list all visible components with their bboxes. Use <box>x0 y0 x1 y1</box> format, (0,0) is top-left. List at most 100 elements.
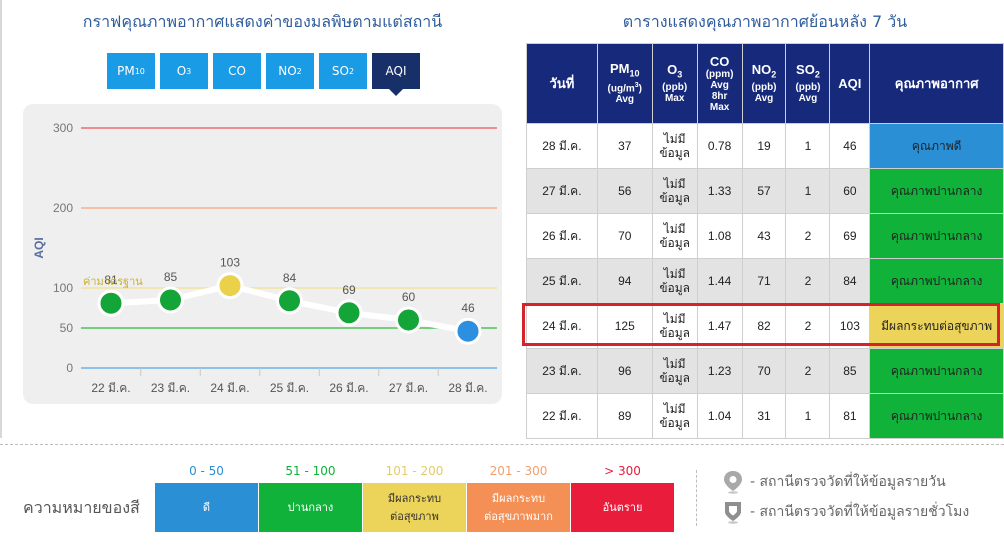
legend-title: ความหมายของสี <box>23 498 140 517</box>
legend-label: มีผลกระทบ <box>387 491 442 505</box>
y-tick-label: 50 <box>60 321 74 335</box>
header-pm10: PM10 (ug/m3) Avg <box>596 43 653 124</box>
cell-co: 1.23 <box>696 348 743 394</box>
cell-o3: ไม่มี ข้อมูล <box>651 123 698 169</box>
cell-co: 1.47 <box>696 303 743 349</box>
data-label: 85 <box>164 270 178 284</box>
cell-o3: ไม่มี ข้อมูล <box>651 348 698 394</box>
cell-co: 0.78 <box>696 123 743 169</box>
cell-so2: 2 <box>785 303 831 349</box>
legend-divider <box>696 470 697 526</box>
no-data-text: ข้อมูล <box>659 236 691 250</box>
station-hourly-label: - สถานีตรวจวัดที่ให้ข้อมูลรายชั่วโมง <box>750 504 970 520</box>
cell-quality: คุณภาพปานกลาง <box>869 168 1004 214</box>
x-tick-label: 25 มี.ค. <box>270 381 309 395</box>
header-co: CO (ppm) Avg 8hr Max <box>696 43 743 124</box>
cell-o3: ไม่มี ข้อมูล <box>651 303 698 349</box>
cell-so2: 1 <box>785 123 831 169</box>
no-data-text: ไม่มี <box>663 357 686 371</box>
cell-no2: 71 <box>741 258 787 304</box>
x-tick-label: 23 มี.ค. <box>151 381 190 395</box>
standard-line-label: ค่ามาตรฐาน <box>83 275 143 288</box>
shield-pin-icon <box>725 502 741 524</box>
cell-so2: 2 <box>785 348 831 394</box>
map-pin-icon <box>724 471 742 494</box>
history-table: วันที่ PM10 (ug/m3) Avg O3 (ppb) Max CO … <box>526 43 1004 439</box>
cell-aqi: 84 <box>829 258 871 304</box>
no-data-text: ไม่มี <box>663 177 686 191</box>
cell-o3: ไม่มี ข้อมูล <box>651 213 698 259</box>
legend-color-box: ดี <box>155 483 258 532</box>
tab-pm10[interactable]: PM 10 <box>107 53 155 89</box>
cell-date: 23 มี.ค. <box>526 348 598 394</box>
station-hourly-legend: - สถานีตรวจวัดที่ให้ข้อมูลรายชั่วโมง <box>722 500 969 524</box>
cell-so2: 1 <box>785 393 831 439</box>
data-point <box>395 306 422 334</box>
legend-range-label: 51 - 100 <box>285 464 336 478</box>
legend-label: ดี <box>202 500 211 514</box>
cell-aqi: 69 <box>829 213 871 259</box>
legend-range-label: 0 - 50 <box>189 464 224 478</box>
legend-color-box: อันตราย <box>571 483 674 532</box>
cell-pm10: 96 <box>596 348 653 394</box>
cell-pm10: 125 <box>596 303 653 349</box>
cell-no2: 57 <box>741 168 787 214</box>
cell-aqi: 85 <box>829 348 871 394</box>
cell-date: 26 มี.ค. <box>526 213 598 259</box>
chart-title: กราฟคุณภาพอากาศแสดงค่าของมลพิษตามแต่สถาน… <box>82 12 443 31</box>
data-label: 46 <box>461 301 475 315</box>
no-data-text: ไม่มี <box>663 267 686 281</box>
x-tick-label: 26 มี.ค. <box>329 381 368 395</box>
cell-date: 28 มี.ค. <box>526 123 598 169</box>
no-data-text: ไม่มี <box>663 402 686 416</box>
y-axis-label: AQI <box>32 237 46 258</box>
legend-range-label: > 300 <box>604 464 641 478</box>
legend-label: อันตราย <box>602 500 643 514</box>
tab-no2[interactable]: NO 2 <box>266 53 314 89</box>
cell-no2: 43 <box>741 213 787 259</box>
cell-quality: คุณภาพปานกลาง <box>869 258 1004 304</box>
cell-so2: 2 <box>785 258 831 304</box>
cell-no2: 31 <box>741 393 787 439</box>
x-tick-label: 28 มี.ค. <box>448 381 487 395</box>
cell-pm10: 56 <box>596 168 653 214</box>
cell-date: 27 มี.ค. <box>526 168 598 214</box>
header-no2: NO2 (ppb) Avg <box>741 43 787 124</box>
data-point <box>216 272 244 300</box>
data-point <box>97 289 125 317</box>
legend-color-box: ปานกลาง <box>259 483 362 532</box>
y-tick-label: 200 <box>53 201 73 215</box>
table-row: 25 มี.ค. 94 ไม่มี ข้อมูล 1.44 71 2 84 คุณภาพปานก… <box>526 258 1004 304</box>
legend-color-box: มีผลกระทบ ต่อสุขภาพ <box>363 483 466 532</box>
y-tick-label: 100 <box>53 281 73 295</box>
cell-no2: 70 <box>741 348 787 394</box>
cell-quality: คุณภาพปานกลาง <box>869 213 1004 259</box>
cell-date: 22 มี.ค. <box>526 393 598 439</box>
station-daily-legend: - สถานีตรวจวัดที่ให้ข้อมูลรายวัน <box>722 470 946 494</box>
data-label: 69 <box>342 283 356 297</box>
cell-quality: คุณภาพปานกลาง <box>869 348 1004 394</box>
legend-label: ต่อสุขภาพมาก <box>484 509 553 523</box>
cell-pm10: 89 <box>596 393 653 439</box>
legend-label: ปานกลาง <box>287 500 334 514</box>
cell-aqi: 103 <box>829 303 871 349</box>
cell-o3: ไม่มี ข้อมูล <box>651 168 698 214</box>
data-label: 81 <box>104 273 118 287</box>
cell-pm10: 94 <box>596 258 653 304</box>
no-data-text: ข้อมูล <box>659 326 691 340</box>
cell-co: 1.44 <box>696 258 743 304</box>
table-row: 23 มี.ค. 96 ไม่มี ข้อมูล 1.23 70 2 85 คุณภาพปานก… <box>526 348 1004 394</box>
no-data-text: ข้อมูล <box>659 281 691 295</box>
cell-pm10: 37 <box>596 123 653 169</box>
cell-quality: คุณภาพดี <box>869 123 1004 169</box>
table-header-row: วันที่ PM10 (ug/m3) Avg O3 (ppb) Max CO … <box>526 43 1004 124</box>
station-daily-label: - สถานีตรวจวัดที่ให้ข้อมูลรายวัน <box>750 474 946 490</box>
tab-co[interactable]: CO <box>213 53 261 89</box>
no-data-text: ไม่มี <box>663 132 686 146</box>
cell-date: 25 มี.ค. <box>526 258 598 304</box>
data-point <box>157 286 184 314</box>
tab-so2[interactable]: SO 2 <box>319 53 367 89</box>
cell-date: 24 มี.ค. <box>526 303 598 349</box>
tab-aqi[interactable]: AQI <box>372 53 420 96</box>
